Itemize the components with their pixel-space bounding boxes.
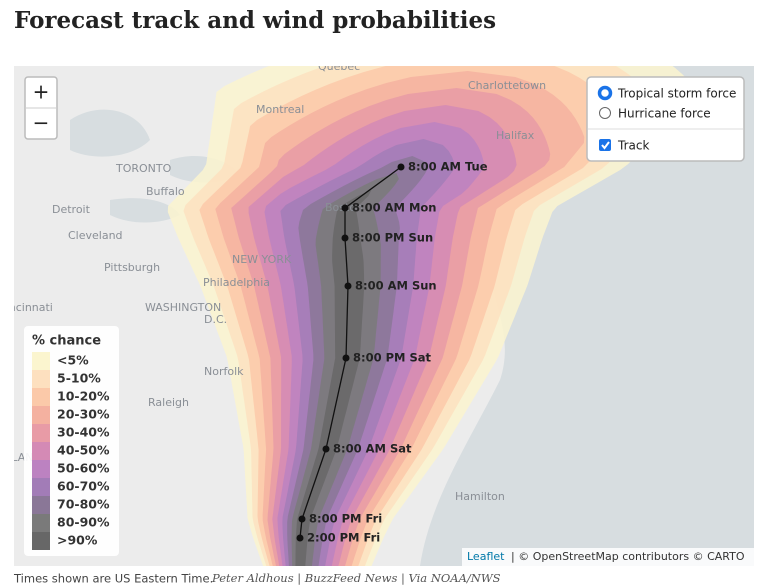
ocean <box>420 66 754 566</box>
radio[interactable] <box>599 107 611 119</box>
place-label: Buffalo <box>146 185 185 198</box>
probability-cone <box>167 66 695 566</box>
legend-label: 10-20% <box>57 389 110 404</box>
overlay-option[interactable]: Track <box>617 139 649 153</box>
layer-control: Tropical storm force Hurricane force Tra… <box>586 76 745 162</box>
place-label: WASHINGTON <box>145 301 221 314</box>
track-point <box>341 204 349 212</box>
track-label: 8:00 AM Sun <box>355 279 437 293</box>
place-label: NEW YORK <box>232 253 292 266</box>
track-label: 8:00 PM Sat <box>353 351 432 365</box>
track-point <box>298 515 306 523</box>
legend-swatch <box>32 388 50 406</box>
radio-selected[interactable] <box>597 85 613 101</box>
track-label: 2:00 PM Fri <box>307 531 380 545</box>
title: Forecast track and wind probabilities <box>14 7 496 34</box>
legend-label: 50-60% <box>57 461 110 476</box>
layer-option[interactable]: Tropical storm force <box>617 87 736 101</box>
attribution: | © OpenStreetMap contributors © CARTO <box>511 550 745 563</box>
legend-swatch <box>32 406 50 424</box>
zoom-control: + − <box>24 76 58 140</box>
legend-swatch <box>32 496 50 514</box>
legend-label: 60-70% <box>57 479 110 494</box>
legend-swatch <box>32 442 50 460</box>
legend-label: 30-40% <box>57 425 110 440</box>
legend-swatch <box>32 532 50 550</box>
legend-label: 40-50% <box>57 443 110 458</box>
track-point <box>344 282 352 290</box>
attribution-box <box>462 548 754 566</box>
legend-label: 20-30% <box>57 407 110 422</box>
place-label: D.C. <box>204 313 227 326</box>
place-label: Halifax <box>496 129 535 142</box>
place-label: Charlottetown <box>468 79 546 92</box>
place-label: TORONTO <box>115 162 172 175</box>
track: 8:00 AM Tue 8:00 AM Mon 8:00 PM Sun 8:00 AM… <box>296 160 488 545</box>
layer-option[interactable]: Hurricane force <box>618 107 711 121</box>
legend-label: 80-90% <box>57 515 110 530</box>
track-point <box>322 445 330 453</box>
track-point <box>341 234 349 242</box>
zoom-in[interactable]: + <box>33 80 50 104</box>
track-point <box>342 354 350 362</box>
legend-swatch <box>32 478 50 496</box>
legend-swatch <box>32 424 50 442</box>
legend-swatch <box>32 460 50 478</box>
place-label: Québec <box>318 60 360 73</box>
track-label: 8:00 AM Mon <box>352 201 437 215</box>
legend-title: % chance <box>32 334 101 349</box>
place-label: Detroit <box>52 203 91 216</box>
place-label: Cincinnati <box>0 301 53 314</box>
place-label: Hamilton <box>455 490 505 503</box>
legend-swatch <box>32 514 50 532</box>
caption-credit: Peter Aldhous | BuzzFeed News | Via NOAA… <box>211 571 501 586</box>
zoom-out[interactable]: − <box>33 111 50 135</box>
legend-label: 5-10% <box>57 371 101 386</box>
legend-swatch <box>32 352 50 370</box>
layer-box <box>586 76 745 162</box>
track-label: 8:00 AM Sat <box>333 442 412 456</box>
legend-swatch <box>32 370 50 388</box>
legend-label: >90% <box>57 533 98 548</box>
track-point <box>296 534 304 542</box>
place-label: Philadelphia <box>203 276 270 289</box>
probability-band <box>295 190 372 566</box>
attribution-link[interactable]: Leaflet <box>467 550 505 563</box>
track-label: 8:00 PM Fri <box>309 512 382 526</box>
lakes <box>70 109 240 223</box>
place-label: Pittsburgh <box>104 261 160 274</box>
legend: % chance <5% 5-10% 10-20% 20-30% 30-40% 40-50… <box>24 326 119 556</box>
checkbox[interactable] <box>599 139 611 151</box>
legend-label: <5% <box>57 353 89 368</box>
track-label: 8:00 AM Tue <box>408 160 488 174</box>
place-label: Montreal <box>256 103 304 116</box>
track-label: 8:00 PM Sun <box>352 231 433 245</box>
place-label: Norfolk <box>204 365 244 378</box>
places: Québec Charlottetown Montreal Halifax TORONT… <box>0 60 546 503</box>
track-line <box>299 166 402 539</box>
track-point <box>397 163 405 171</box>
caption-note: Times shown are US Eastern Time. <box>13 572 213 586</box>
place-label: Cleveland <box>68 229 123 242</box>
place-label: Raleigh <box>148 396 189 409</box>
legend-label: 70-80% <box>57 497 110 512</box>
checkmark <box>601 141 610 150</box>
